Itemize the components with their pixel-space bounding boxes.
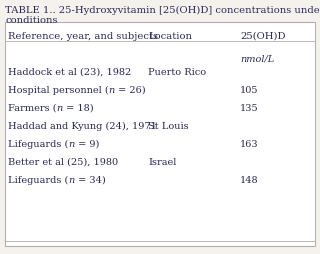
Text: Lifeguards (: Lifeguards ( [8,176,68,185]
Text: Haddock et al (23), 1982: Haddock et al (23), 1982 [8,68,131,77]
Text: n: n [109,86,115,95]
Text: Puerto Rico: Puerto Rico [148,68,206,77]
Text: Farmers (: Farmers ( [8,104,57,113]
Text: = 9): = 9) [75,140,99,149]
Text: n: n [57,104,63,113]
Text: Better et al (25), 1980: Better et al (25), 1980 [8,158,118,167]
Text: Lifeguards (: Lifeguards ( [8,140,68,149]
Text: 163: 163 [240,140,259,149]
Text: 135: 135 [240,104,259,113]
Text: = 18): = 18) [63,104,93,113]
Text: Israel: Israel [148,158,176,167]
Text: Haddad and Kyung (24), 1971: Haddad and Kyung (24), 1971 [8,122,157,131]
Text: Location: Location [148,32,192,41]
Text: n: n [68,176,75,185]
Text: Hospital personnel (: Hospital personnel ( [8,86,109,95]
Text: 25(OH)D: 25(OH)D [240,32,285,41]
Text: 148: 148 [240,176,259,185]
Text: = 34): = 34) [75,176,105,185]
Text: nmol/L: nmol/L [240,54,274,63]
Bar [5,22,315,246]
Text: conditions: conditions [5,16,58,25]
Text: 105: 105 [240,86,259,95]
Text: n: n [68,140,75,149]
Text: Reference, year, and subjects: Reference, year, and subjects [8,32,158,41]
Text: TABLE 1.. 25-Hydroxyvitamin [25(OH)D] concentrations under sun-rich living: TABLE 1.. 25-Hydroxyvitamin [25(OH)D] co… [5,6,320,15]
Text: St Louis: St Louis [148,122,188,131]
Text: = 26): = 26) [115,86,146,95]
